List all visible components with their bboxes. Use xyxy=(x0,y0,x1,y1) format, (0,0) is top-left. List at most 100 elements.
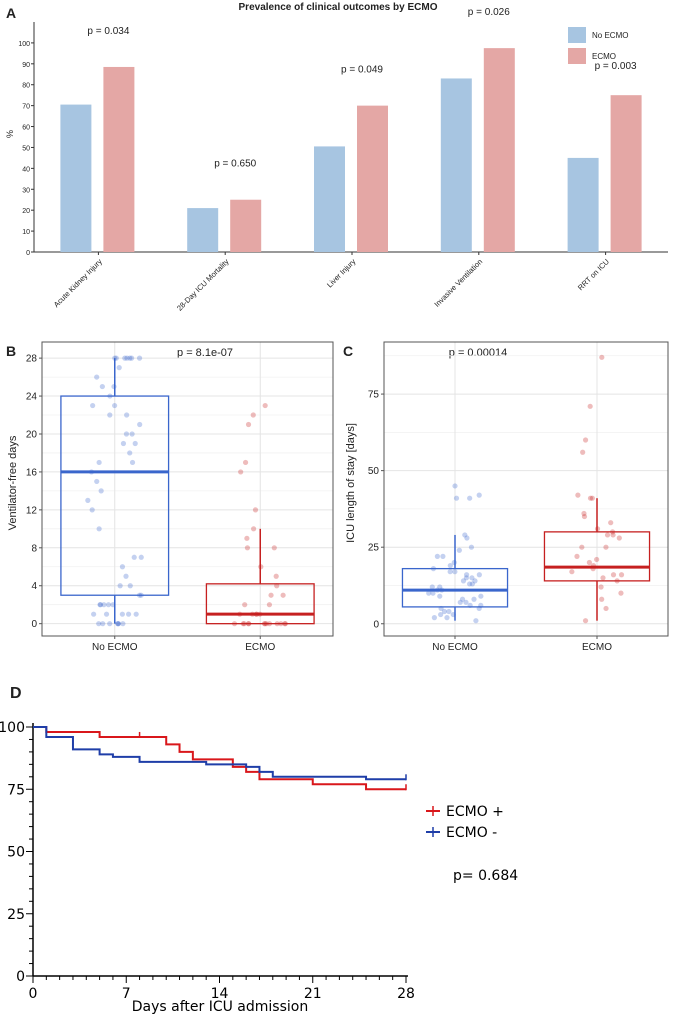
data-point xyxy=(437,584,443,590)
data-point xyxy=(599,596,605,602)
data-point xyxy=(100,621,106,627)
data-point xyxy=(460,578,467,584)
data-point xyxy=(590,566,596,572)
y-tick-label-a: 60 xyxy=(22,125,30,132)
data-point xyxy=(581,513,588,520)
data-point xyxy=(263,621,269,627)
data-point xyxy=(586,559,592,566)
data-point xyxy=(575,492,581,498)
p-value-d: p= 0.684 xyxy=(453,868,518,884)
data-point xyxy=(250,412,256,418)
legend-label-ecmo: ECMO xyxy=(592,52,616,61)
p-value-b: p = 8.1e-07 xyxy=(177,347,233,359)
panel-label-a: A xyxy=(6,5,16,21)
data-point xyxy=(582,437,589,443)
x-tick-label: ECMO xyxy=(245,642,275,653)
data-point xyxy=(119,611,125,617)
data-point xyxy=(434,553,440,559)
legend-swatch-no-ecmo xyxy=(568,27,586,43)
data-point xyxy=(133,611,139,617)
data-point xyxy=(113,355,119,361)
data-point xyxy=(447,569,453,575)
data-point xyxy=(112,402,118,409)
data-point xyxy=(238,469,244,475)
data-point xyxy=(101,602,107,608)
data-point xyxy=(476,605,482,612)
y-tick-label-d: 75 xyxy=(7,782,25,798)
chart-title: Prevalence of clinical outcomes by ECMO xyxy=(239,2,438,13)
box-plot-panel-b: Ventilator-free days p = 8.1e-07 0 4 8 12 16… xyxy=(7,341,334,653)
data-point xyxy=(437,593,443,599)
data-point xyxy=(268,592,274,598)
data-point xyxy=(266,602,273,608)
data-point xyxy=(471,596,477,602)
data-point xyxy=(453,495,460,501)
x-tick-label-d: 14 xyxy=(211,986,229,1002)
data-point xyxy=(579,544,585,550)
data-point xyxy=(245,421,252,428)
data-point xyxy=(112,355,118,361)
y-tick-label-a: 100 xyxy=(18,41,30,48)
data-point xyxy=(467,495,473,501)
data-point xyxy=(246,621,252,627)
x-tick-label-d: 7 xyxy=(122,986,131,1002)
data-point xyxy=(124,412,130,418)
data-point xyxy=(468,544,475,550)
bar-ecmo xyxy=(610,95,642,252)
data-point xyxy=(240,621,246,627)
panel-label-c: C xyxy=(343,343,353,359)
y-tick-label: 8 xyxy=(31,543,37,554)
data-point xyxy=(476,492,482,498)
data-point xyxy=(242,459,249,466)
data-point xyxy=(581,510,587,517)
data-point xyxy=(589,495,595,501)
y-tick-label: 50 xyxy=(368,466,380,477)
data-point xyxy=(107,393,113,399)
data-point xyxy=(262,621,268,627)
data-point xyxy=(107,412,113,418)
x-tick-label: No ECMO xyxy=(92,642,138,653)
data-point xyxy=(120,621,126,627)
data-point xyxy=(127,355,133,361)
box-ecmo xyxy=(543,531,651,582)
data-point xyxy=(438,605,444,612)
data-point xyxy=(590,562,597,569)
y-tick-label: 25 xyxy=(368,543,380,554)
x-tick-label: ECMO xyxy=(582,642,612,653)
data-point xyxy=(89,507,95,513)
data-point xyxy=(249,611,256,617)
data-point xyxy=(456,547,462,553)
data-point xyxy=(97,602,103,608)
panel-label-b: B xyxy=(6,343,16,359)
data-point xyxy=(608,520,614,526)
x-tick-label-a: RRT on ICU xyxy=(576,257,611,292)
y-tick-label-a: 50 xyxy=(22,145,30,152)
data-point xyxy=(237,611,243,617)
bar-ecmo xyxy=(357,105,388,253)
data-point xyxy=(464,535,470,541)
data-point xyxy=(587,403,593,409)
data-point xyxy=(610,532,616,538)
data-point xyxy=(614,578,620,584)
legend-label-ecmo-minus: ECMO - xyxy=(446,825,497,841)
data-point xyxy=(603,544,609,550)
survival-curve-ecmo-minus xyxy=(33,726,406,781)
data-point xyxy=(131,554,137,560)
bar-ecmo xyxy=(230,199,262,252)
data-point xyxy=(98,488,104,494)
p-value-label: p = 0.026 xyxy=(468,7,510,18)
bar-no-ecmo xyxy=(440,78,472,252)
data-point xyxy=(129,355,135,361)
bar-chart-panel-a: Prevalence of clinical outcomes by ECMO … xyxy=(5,2,668,313)
data-point xyxy=(478,602,484,608)
data-point xyxy=(129,431,135,437)
data-point xyxy=(94,478,100,485)
y-tick-label-d: 0 xyxy=(16,969,25,985)
y-tick-label-d: 100 xyxy=(0,720,25,736)
data-point xyxy=(569,569,575,575)
box-plot-panel-c: ICU length of stay [days] p = 0.00014 0 2… xyxy=(345,341,669,653)
data-point xyxy=(462,532,468,538)
bar-no-ecmo xyxy=(60,104,92,252)
y-tick-label-a: 0 xyxy=(26,250,30,257)
survival-chart-panel-d: Days after ICU admission ECMO + ECMO - p… xyxy=(0,720,518,1015)
